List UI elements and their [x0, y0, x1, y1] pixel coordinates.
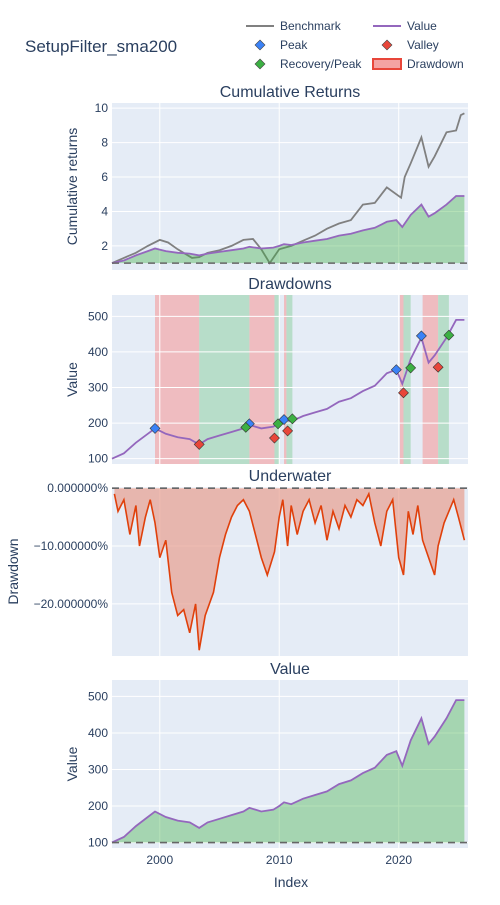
legend-label: Valley — [407, 38, 439, 52]
valley-marker — [193, 439, 205, 450]
y-axis-label: Cumulative returns — [64, 128, 80, 246]
value-fill-area — [112, 700, 465, 843]
legend-swatch-diamond — [381, 39, 393, 51]
value-line — [111, 699, 465, 844]
x-tick-label: 2020 — [385, 853, 412, 867]
legend-item: Value — [373, 19, 437, 33]
drawdown-line — [113, 491, 466, 651]
y-tick-label: 400 — [88, 726, 108, 740]
y-tick-label: −20.000000% — [34, 597, 109, 611]
recovery-marker — [272, 418, 284, 430]
subplot-value: 100 200 300 400 500 Value Value 2000 2010 2020 — [64, 661, 468, 867]
legend-label: Peak — [280, 38, 308, 52]
y-axis-label: Drawdown — [5, 538, 21, 604]
y-tick-label: −10.000000% — [34, 539, 109, 553]
y-tick-label: 2 — [101, 239, 108, 253]
x-axis-label: Index — [274, 874, 308, 890]
peak-marker — [415, 330, 427, 342]
valley-marker — [398, 387, 409, 399]
legend-item: Peak — [254, 38, 308, 52]
peak-marker — [390, 364, 402, 376]
recovery-band — [286, 295, 293, 464]
y-tick-label: 500 — [88, 309, 108, 323]
plot-background — [112, 680, 468, 848]
subplot-title: Value — [270, 661, 310, 678]
y-tick-label: 200 — [88, 799, 108, 813]
value-fill-area — [112, 196, 465, 264]
recovery-marker — [240, 421, 252, 433]
legend-label: Drawdown — [407, 57, 464, 71]
drawdown-band — [399, 295, 404, 464]
y-tick-label: 100 — [88, 452, 108, 466]
legend-item: Valley — [381, 38, 439, 52]
valley-marker — [432, 361, 444, 373]
subplot-underwater: 0.000000% −10.000000% −20.000000% Underwate… — [5, 468, 468, 656]
valley-marker — [282, 425, 294, 437]
value-line — [111, 195, 465, 264]
legend: Benchmark Value Peak Valley Recovery/Peak Dra… — [246, 19, 464, 71]
drawdown-band — [249, 295, 275, 464]
legend-swatch-band — [372, 58, 402, 70]
subplot-title: Drawdowns — [248, 276, 332, 293]
y-tick-label: 300 — [88, 381, 108, 395]
y-tick-label: 10 — [95, 101, 109, 115]
y-tick-label: 500 — [88, 689, 108, 703]
legend-swatch-diamond — [254, 58, 266, 70]
legend-item: Recovery/Peak — [254, 57, 362, 71]
y-tick-label: 200 — [88, 416, 108, 430]
drawdown-band — [155, 295, 200, 464]
subplot-drawdowns: 100 200 300 400 500 Drawdowns Value — [64, 276, 468, 466]
legend-item: Drawdown — [372, 57, 464, 71]
y-tick-label: 0.000000% — [47, 481, 108, 495]
recovery-band — [438, 295, 449, 464]
recovery-marker — [286, 413, 298, 425]
drawdown-band — [284, 295, 287, 464]
legend-label: Recovery/Peak — [280, 57, 362, 71]
drawdown-band — [422, 295, 439, 464]
subplot-cumulative-returns: 2 4 6 8 10 Cumulative Returns Cumulative retur… — [64, 84, 468, 270]
subplot-title: Underwater — [249, 468, 332, 485]
peak-marker — [149, 422, 161, 434]
recovery-marker — [405, 362, 417, 374]
y-tick-label: 400 — [88, 345, 108, 359]
subplots: 2 4 6 8 10 Cumulative Returns Cumulative retur… — [5, 84, 468, 867]
x-tick-label: 2010 — [266, 853, 293, 867]
y-tick-label: 8 — [101, 136, 108, 150]
recovery-marker — [443, 329, 455, 341]
y-tick-label: 4 — [101, 204, 108, 218]
y-tick-label: 300 — [88, 762, 108, 776]
y-axis-label: Value — [64, 362, 80, 397]
legend-item: Benchmark — [246, 19, 342, 33]
legend-label: Benchmark — [280, 19, 342, 33]
legend-label: Value — [407, 19, 437, 33]
plot-background — [112, 103, 468, 270]
recovery-band — [274, 295, 280, 464]
valley-marker — [269, 432, 280, 444]
x-tick-label: 2000 — [146, 853, 173, 867]
subplot-title: Cumulative Returns — [220, 84, 361, 101]
y-tick-label: 100 — [88, 836, 108, 850]
recovery-band — [403, 295, 411, 464]
recovery-band — [199, 295, 250, 464]
figure-title: SetupFilter_sma200 — [25, 37, 177, 56]
legend-swatch-diamond — [254, 39, 266, 51]
y-tick-label: 6 — [101, 170, 108, 184]
y-axis-label: Value — [64, 746, 80, 781]
